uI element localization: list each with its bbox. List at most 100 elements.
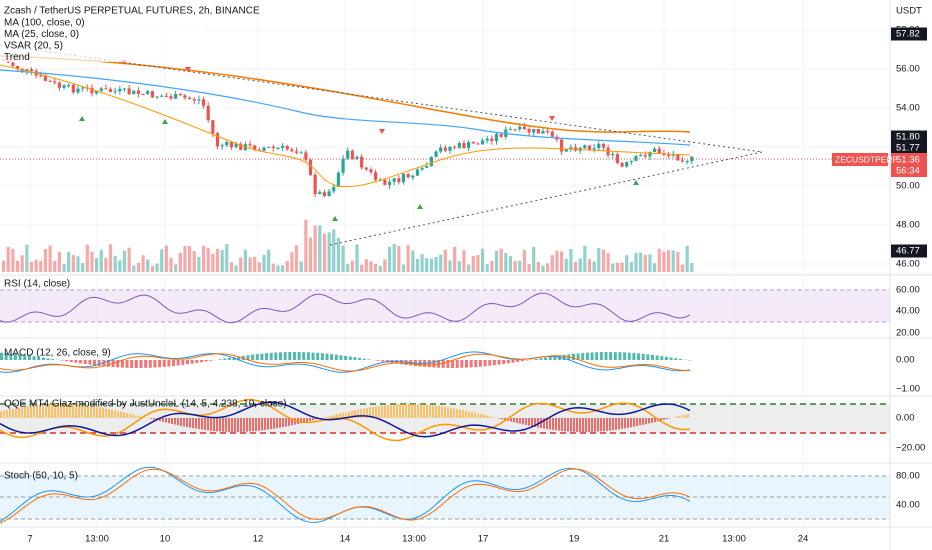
macd-hist bbox=[585, 352, 589, 360]
qqe-hist bbox=[87, 405, 89, 418]
qqe-hist bbox=[324, 417, 326, 418]
volume-bar bbox=[62, 264, 66, 272]
qqe-hist bbox=[12, 408, 14, 418]
candle-body bbox=[467, 142, 471, 149]
qqe-hist bbox=[57, 404, 59, 418]
qqe-hist bbox=[471, 411, 473, 418]
volume-bar bbox=[550, 255, 554, 272]
qqe-hist bbox=[99, 407, 101, 418]
qqe-hist bbox=[618, 418, 620, 430]
countdown: 56:34 bbox=[896, 166, 920, 177]
candle-body bbox=[150, 91, 154, 98]
volume-bar bbox=[583, 245, 587, 272]
qqe-hist bbox=[438, 405, 440, 418]
macd-hist bbox=[316, 352, 320, 360]
macd-hist bbox=[41, 357, 45, 360]
macd-hist bbox=[506, 360, 510, 364]
volume-bar bbox=[48, 245, 52, 272]
volume-bar bbox=[360, 264, 364, 272]
candle-body bbox=[81, 87, 85, 89]
candle-body bbox=[253, 145, 257, 150]
volume-bar bbox=[239, 257, 243, 272]
candle-body bbox=[397, 178, 401, 183]
qqe-hist bbox=[189, 418, 191, 428]
qqe-hist bbox=[429, 404, 431, 418]
qqe-hist bbox=[534, 418, 536, 427]
volume-bar bbox=[494, 250, 499, 272]
volume-bar bbox=[639, 252, 643, 272]
volume-bar bbox=[378, 265, 382, 272]
volume-bar bbox=[141, 255, 145, 272]
buy-signal bbox=[79, 116, 85, 121]
qqe-hist bbox=[207, 418, 209, 431]
macd-hist bbox=[497, 360, 501, 365]
candle-body bbox=[350, 150, 354, 159]
qqe-hist bbox=[552, 418, 554, 430]
volume-bar bbox=[448, 260, 452, 272]
macd-hist bbox=[627, 352, 631, 360]
qqe-hist bbox=[630, 418, 632, 428]
candle-body bbox=[369, 169, 373, 173]
legend-indicator: Trend bbox=[4, 52, 30, 63]
macd-hist bbox=[664, 356, 668, 360]
candle-body bbox=[411, 175, 415, 178]
price-tag bbox=[891, 130, 927, 144]
candle-body bbox=[215, 133, 220, 147]
macd-hist bbox=[446, 360, 450, 368]
qqe-hist bbox=[306, 418, 308, 422]
volume-bar bbox=[327, 232, 331, 272]
qqe-hist bbox=[45, 404, 47, 418]
volume-bar bbox=[164, 245, 168, 272]
qqe-hist bbox=[405, 404, 407, 418]
candle-body bbox=[262, 147, 266, 151]
volume-bar bbox=[206, 247, 210, 272]
macd-hist bbox=[544, 357, 548, 360]
macd-hist bbox=[432, 360, 436, 368]
macd-hist bbox=[571, 353, 575, 360]
rsi-band bbox=[0, 290, 890, 322]
volume-bar bbox=[160, 249, 164, 272]
volume-bar bbox=[118, 260, 122, 272]
candle-body bbox=[420, 167, 424, 170]
qqe-hist bbox=[111, 409, 113, 418]
volume-bar bbox=[281, 265, 285, 272]
qqe-hist bbox=[39, 404, 41, 418]
macd-hist bbox=[251, 354, 255, 360]
volume-bar bbox=[676, 251, 680, 272]
qqe-hist bbox=[420, 404, 422, 418]
pane-axis-label: 40.00 bbox=[896, 500, 920, 511]
macd-hist bbox=[581, 353, 585, 360]
macd-hist bbox=[297, 352, 301, 360]
qqe-hist bbox=[240, 418, 242, 432]
qqe-hist bbox=[651, 418, 653, 423]
volume-bar bbox=[374, 263, 378, 272]
last-price-box bbox=[891, 153, 927, 177]
symbol-tag: ZECUSDTPERP bbox=[835, 154, 899, 164]
candle-body bbox=[299, 152, 303, 154]
candle-body bbox=[346, 150, 350, 159]
candle-body bbox=[48, 80, 52, 82]
qqe-hist bbox=[216, 418, 218, 432]
macd-hist bbox=[134, 360, 138, 368]
price-tag bbox=[891, 141, 927, 155]
macd-hist bbox=[330, 354, 334, 360]
candle-body bbox=[322, 192, 327, 197]
qqe-hist bbox=[666, 418, 668, 420]
volume-bar bbox=[313, 225, 317, 272]
volume-bar bbox=[253, 256, 257, 272]
volume-bar bbox=[192, 251, 196, 272]
price-tag-text: 51.80 bbox=[896, 132, 920, 143]
qqe-hist bbox=[549, 418, 551, 430]
qqe-hist bbox=[624, 418, 626, 429]
macd-hist bbox=[9, 353, 13, 360]
qqe-hist bbox=[255, 418, 257, 432]
macd-hist bbox=[199, 360, 203, 363]
candle-body bbox=[587, 145, 592, 150]
macd-hist bbox=[279, 352, 282, 360]
candle-body bbox=[192, 99, 196, 101]
volume-bar bbox=[71, 255, 75, 272]
macd-hist bbox=[237, 356, 241, 360]
qqe-hist bbox=[186, 418, 188, 428]
qqe-hist bbox=[234, 418, 236, 432]
qqe-hist bbox=[441, 406, 443, 418]
